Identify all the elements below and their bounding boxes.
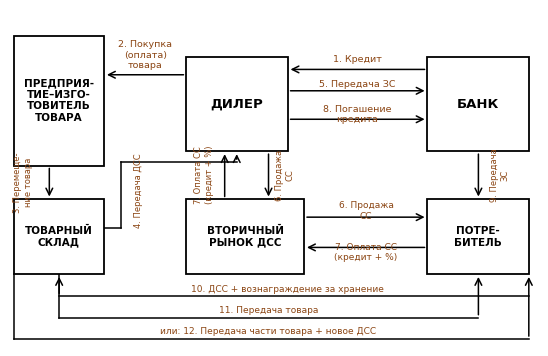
- Text: 10. ДСС + вознаграждение за хранение: 10. ДСС + вознаграждение за хранение: [191, 284, 384, 294]
- Text: 3. Перемеще-
ние товара: 3. Перемеще- ние товара: [13, 152, 33, 213]
- Text: БАНК: БАНК: [457, 98, 499, 111]
- Bar: [14, 199, 104, 274]
- Text: 11. Передача товара: 11. Передача товара: [219, 306, 318, 315]
- Text: ПОТРЕ-
БИТЕЛЬ: ПОТРЕ- БИТЕЛЬ: [454, 226, 502, 247]
- Bar: [14, 36, 104, 166]
- Text: или: 12. Передача части товара + новое ДСС: или: 12. Передача части товара + новое Д…: [161, 327, 376, 336]
- Text: ПРЕДПРИЯ-
ТИЕ–ИЗГО-
ТОВИТЕЛЬ
ТОВАРА: ПРЕДПРИЯ- ТИЕ–ИЗГО- ТОВИТЕЛЬ ТОВАРА: [24, 78, 94, 123]
- Bar: [427, 199, 529, 274]
- Bar: [186, 199, 304, 274]
- Text: ТОВАРНЫЙ
СКЛАД: ТОВАРНЫЙ СКЛАД: [25, 226, 93, 247]
- Text: 4. Передача ДСС: 4. Передача ДСС: [134, 154, 143, 229]
- Bar: [186, 57, 288, 151]
- Text: 8. Погашение
кредита: 8. Погашение кредита: [323, 105, 391, 124]
- Text: 6. Продажа
СС: 6. Продажа СС: [339, 201, 393, 221]
- Text: 9. Передача
ЗС: 9. Передача ЗС: [490, 148, 510, 202]
- Text: 1. Кредит: 1. Кредит: [333, 55, 382, 64]
- Text: 5. Передача ЗС: 5. Передача ЗС: [319, 80, 396, 89]
- Text: 6. Продажа
СС: 6. Продажа СС: [275, 150, 295, 201]
- Text: 2. Покупка
(оплата)
товара: 2. Покупка (оплата) товара: [118, 40, 172, 70]
- Text: ВТОРИЧНЫЙ
РЫНОК ДСС: ВТОРИЧНЫЙ РЫНОК ДСС: [207, 226, 284, 247]
- Text: ДИЛЕР: ДИЛЕР: [210, 98, 264, 111]
- Text: 7. Оплата СС
(кредит + %): 7. Оплата СС (кредит + %): [194, 146, 214, 204]
- Text: 7. Оплата СС
(кредит + %): 7. Оплата СС (кредит + %): [334, 243, 398, 262]
- Bar: [427, 57, 529, 151]
